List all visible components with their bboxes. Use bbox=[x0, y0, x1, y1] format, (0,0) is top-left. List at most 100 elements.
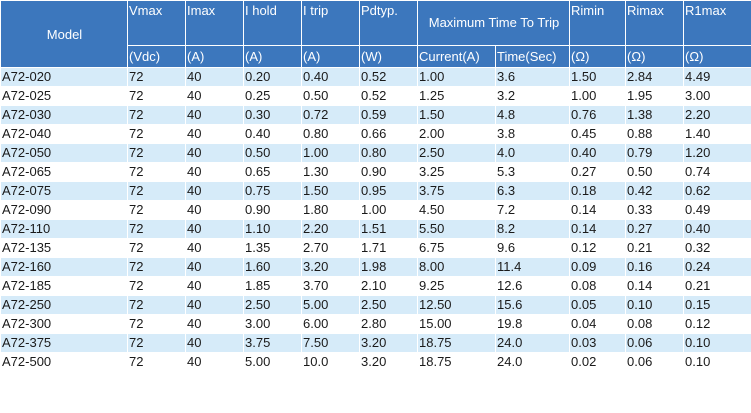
cell-current: 2.00 bbox=[417, 124, 496, 144]
cell-time: 3.2 bbox=[494, 86, 570, 106]
cell-current: 9.25 bbox=[417, 276, 496, 296]
cell-model: A72-030 bbox=[0, 105, 128, 125]
cell-vmax: 72 bbox=[127, 219, 186, 239]
header-r1max: R1max bbox=[683, 0, 751, 46]
cell-time: 12.6 bbox=[494, 276, 570, 296]
cell-r1max: 2.20 bbox=[683, 105, 751, 125]
cell-r1max: 0.21 bbox=[683, 276, 751, 296]
cell-ihold: 1.85 bbox=[243, 276, 302, 296]
cell-r1max: 0.62 bbox=[683, 181, 751, 201]
header-model: Model bbox=[0, 0, 128, 68]
cell-r1max: 0.32 bbox=[683, 238, 751, 258]
cell-model: A72-300 bbox=[0, 314, 128, 334]
cell-ihold: 1.60 bbox=[243, 257, 302, 277]
cell-rimin: 0.02 bbox=[569, 352, 626, 372]
cell-itrip: 7.50 bbox=[301, 333, 360, 353]
cell-pdtyp: 0.52 bbox=[359, 67, 418, 87]
table-row: A72-050 72 40 0.50 1.00 0.80 2.50 4.0 0.40 0.79 1.… bbox=[0, 143, 751, 163]
cell-vmax: 72 bbox=[127, 86, 186, 106]
cell-rimin: 0.76 bbox=[569, 105, 626, 125]
cell-pdtyp: 0.90 bbox=[359, 162, 418, 182]
unit-pdtyp: (W) bbox=[359, 45, 418, 68]
table-row: A72-250 72 40 2.50 5.00 2.50 12.50 15.6 0.05 0.10… bbox=[0, 295, 751, 315]
cell-vmax: 72 bbox=[127, 333, 186, 353]
cell-rimax: 0.10 bbox=[625, 295, 684, 315]
cell-ihold: 0.25 bbox=[243, 86, 302, 106]
cell-imax: 40 bbox=[185, 181, 244, 201]
cell-rimin: 1.00 bbox=[569, 86, 626, 106]
unit-time: Time(Sec) bbox=[494, 45, 571, 68]
cell-current: 3.25 bbox=[417, 162, 496, 182]
cell-ihold: 0.90 bbox=[243, 200, 302, 220]
cell-itrip: 3.20 bbox=[301, 257, 360, 277]
spec-table: Model Vmax Imax I hold I trip Pdtyp. Max… bbox=[0, 0, 751, 372]
cell-rimax: 0.79 bbox=[625, 143, 684, 163]
cell-time: 6.3 bbox=[494, 181, 570, 201]
table-row: A72-020 72 40 0.20 0.40 0.52 1.00 3.6 1.50 2.84 4.… bbox=[0, 67, 751, 87]
unit-ihold: (A) bbox=[243, 45, 302, 68]
cell-model: A72-090 bbox=[0, 200, 128, 220]
cell-imax: 40 bbox=[185, 105, 244, 125]
cell-rimax: 0.06 bbox=[625, 352, 684, 372]
cell-rimax: 0.06 bbox=[625, 333, 684, 353]
cell-imax: 40 bbox=[185, 257, 244, 277]
cell-time: 19.8 bbox=[494, 314, 570, 334]
cell-itrip: 0.72 bbox=[301, 105, 360, 125]
header-vmax: Vmax bbox=[127, 0, 186, 46]
cell-vmax: 72 bbox=[127, 257, 186, 277]
cell-model: A72-110 bbox=[0, 219, 128, 239]
cell-r1max: 0.12 bbox=[683, 314, 751, 334]
cell-ihold: 1.35 bbox=[243, 238, 302, 258]
cell-r1max: 0.10 bbox=[683, 333, 751, 353]
table-row: A72-375 72 40 3.75 7.50 3.20 18.75 24.0 0.03 0.06… bbox=[0, 333, 751, 353]
cell-current: 8.00 bbox=[417, 257, 496, 277]
cell-vmax: 72 bbox=[127, 238, 186, 258]
cell-itrip: 0.40 bbox=[301, 67, 360, 87]
cell-itrip: 10.0 bbox=[301, 352, 360, 372]
cell-pdtyp: 1.51 bbox=[359, 219, 418, 239]
header-rimin: Rimin bbox=[569, 0, 627, 46]
table-row: A72-030 72 40 0.30 0.72 0.59 1.50 4.8 0.76 1.38 2.… bbox=[0, 105, 751, 125]
cell-time: 4.8 bbox=[494, 105, 570, 125]
cell-pdtyp: 0.66 bbox=[359, 124, 418, 144]
cell-rimax: 0.21 bbox=[625, 238, 684, 258]
cell-pdtyp: 3.20 bbox=[359, 333, 418, 353]
cell-pdtyp: 0.95 bbox=[359, 181, 418, 201]
table-row: A72-300 72 40 3.00 6.00 2.80 15.00 19.8 0.04 0.08… bbox=[0, 314, 751, 334]
cell-pdtyp: 2.10 bbox=[359, 276, 418, 296]
unit-rimax: (Ω) bbox=[625, 45, 685, 68]
cell-imax: 40 bbox=[185, 162, 244, 182]
cell-vmax: 72 bbox=[127, 162, 186, 182]
cell-rimin: 0.05 bbox=[569, 295, 626, 315]
cell-imax: 40 bbox=[185, 276, 244, 296]
cell-model: A72-160 bbox=[0, 257, 128, 277]
cell-imax: 40 bbox=[185, 143, 244, 163]
cell-rimax: 1.38 bbox=[625, 105, 684, 125]
header-imax: Imax bbox=[185, 0, 244, 46]
table-header: Model Vmax Imax I hold I trip Pdtyp. Max… bbox=[0, 0, 751, 68]
cell-time: 7.2 bbox=[494, 200, 570, 220]
cell-imax: 40 bbox=[185, 86, 244, 106]
cell-model: A72-500 bbox=[0, 352, 128, 372]
cell-rimax: 0.14 bbox=[625, 276, 684, 296]
cell-ihold: 0.20 bbox=[243, 67, 302, 87]
cell-ihold: 3.75 bbox=[243, 333, 302, 353]
cell-current: 1.50 bbox=[417, 105, 496, 125]
cell-time: 24.0 bbox=[494, 352, 570, 372]
cell-r1max: 0.24 bbox=[683, 257, 751, 277]
cell-vmax: 72 bbox=[127, 295, 186, 315]
cell-vmax: 72 bbox=[127, 105, 186, 125]
cell-rimin: 0.14 bbox=[569, 200, 626, 220]
cell-ihold: 0.30 bbox=[243, 105, 302, 125]
cell-r1max: 3.00 bbox=[683, 86, 751, 106]
cell-ihold: 2.50 bbox=[243, 295, 302, 315]
cell-vmax: 72 bbox=[127, 276, 186, 296]
unit-vmax: (Vdc) bbox=[127, 45, 186, 68]
cell-itrip: 2.70 bbox=[301, 238, 360, 258]
cell-rimax: 0.16 bbox=[625, 257, 684, 277]
cell-time: 5.3 bbox=[494, 162, 570, 182]
cell-ihold: 5.00 bbox=[243, 352, 302, 372]
unit-imax: (A) bbox=[185, 45, 244, 68]
table-row: A72-160 72 40 1.60 3.20 1.98 8.00 11.4 0.09 0.16 0… bbox=[0, 257, 751, 277]
header-pdtyp: Pdtyp. bbox=[359, 0, 418, 46]
